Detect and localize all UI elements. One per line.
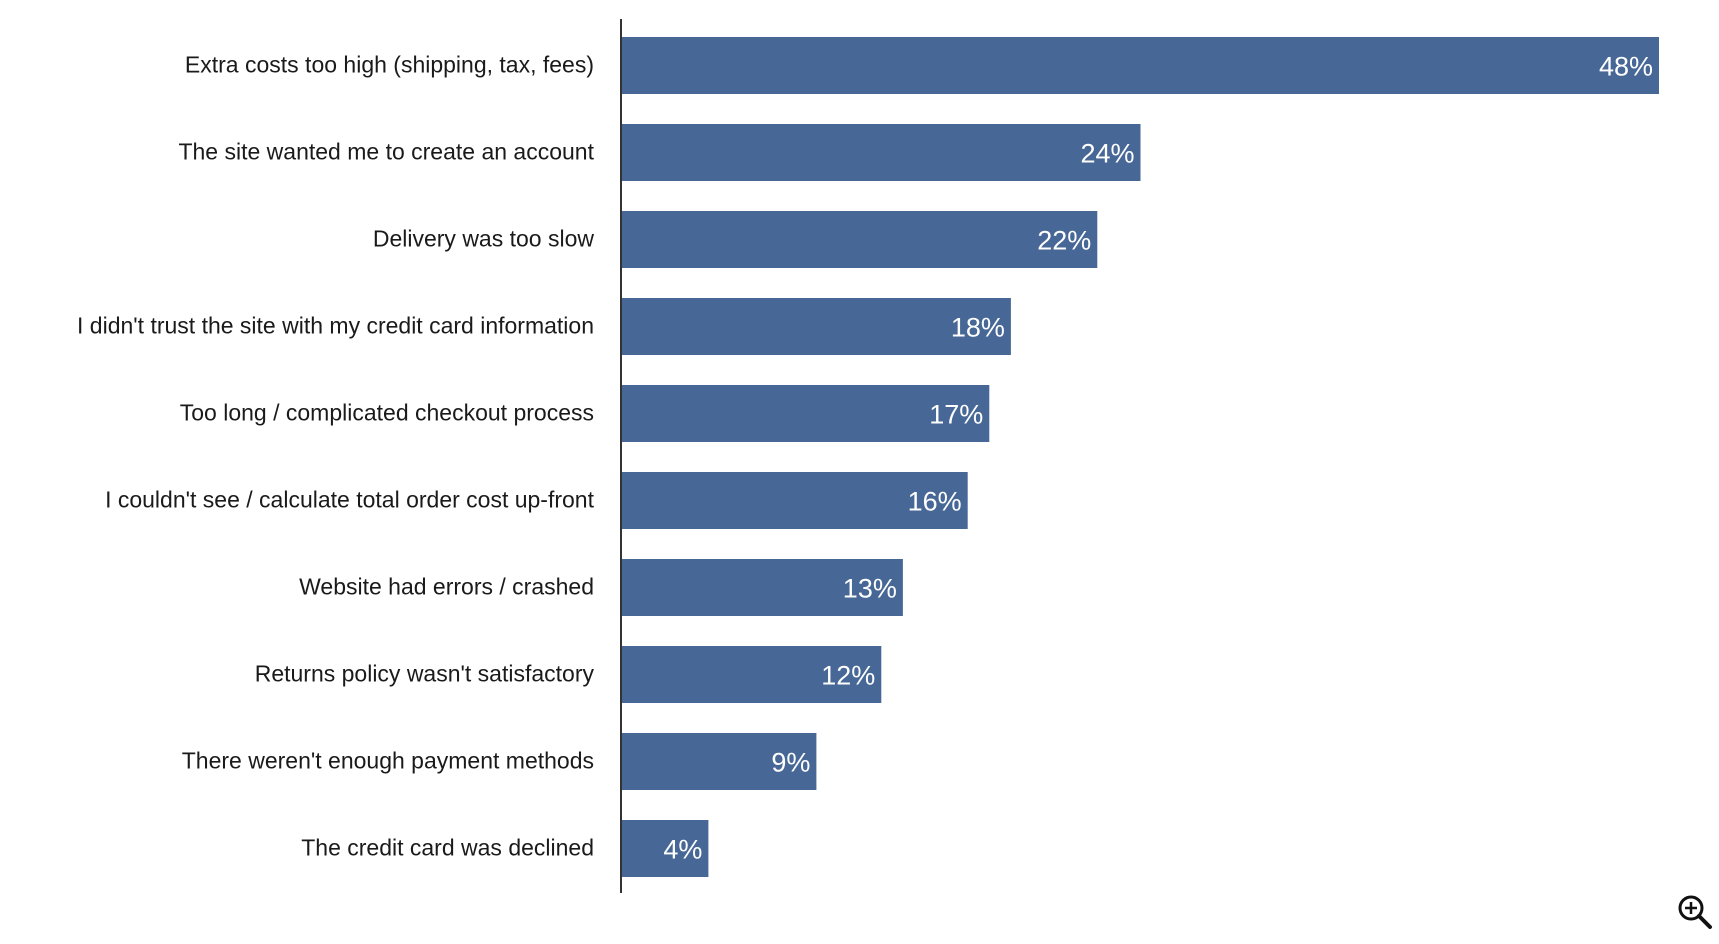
bar-6 bbox=[622, 472, 968, 529]
value-label-5: 17% bbox=[929, 400, 983, 430]
value-label-10: 4% bbox=[663, 835, 702, 865]
bar-2 bbox=[622, 124, 1141, 181]
category-label-10: The credit card was declined bbox=[301, 835, 594, 861]
category-label-4: I didn't trust the site with my credit c… bbox=[77, 313, 594, 339]
category-label-8: Returns policy wasn't satisfactory bbox=[255, 661, 595, 687]
value-label-4: 18% bbox=[951, 313, 1005, 343]
bar-1 bbox=[622, 37, 1659, 94]
category-label-7: Website had errors / crashed bbox=[299, 574, 594, 600]
bar-8 bbox=[622, 646, 882, 703]
category-labels-group: Extra costs too high (shipping, tax, fee… bbox=[77, 52, 595, 861]
bar-10 bbox=[622, 820, 709, 877]
category-label-9: There weren't enough payment methods bbox=[182, 748, 594, 774]
category-label-5: Too long / complicated checkout process bbox=[180, 400, 594, 426]
category-label-3: Delivery was too slow bbox=[373, 226, 595, 252]
category-label-2: The site wanted me to create an account bbox=[178, 139, 594, 165]
category-label-1: Extra costs too high (shipping, tax, fee… bbox=[185, 52, 594, 78]
bar-5 bbox=[622, 385, 990, 442]
value-label-7: 13% bbox=[843, 574, 897, 604]
value-label-1: 48% bbox=[1599, 52, 1653, 82]
bar-9 bbox=[622, 733, 817, 790]
bar-3 bbox=[622, 211, 1098, 268]
zoom-in-button[interactable] bbox=[1675, 892, 1715, 932]
bar-4 bbox=[622, 298, 1011, 355]
value-label-9: 9% bbox=[771, 748, 810, 778]
value-label-6: 16% bbox=[908, 487, 962, 517]
value-label-2: 24% bbox=[1080, 139, 1134, 169]
value-labels-group: 48% 24% 22% 18% 17% 16% 13% 12% 9% 4% bbox=[663, 52, 1653, 865]
bars-group bbox=[622, 37, 1659, 877]
category-label-6: I couldn't see / calculate total order c… bbox=[105, 487, 595, 513]
value-label-3: 22% bbox=[1037, 226, 1091, 256]
value-label-8: 12% bbox=[821, 661, 875, 691]
bar-7 bbox=[622, 559, 903, 616]
zoom-in-icon bbox=[1678, 895, 1712, 929]
